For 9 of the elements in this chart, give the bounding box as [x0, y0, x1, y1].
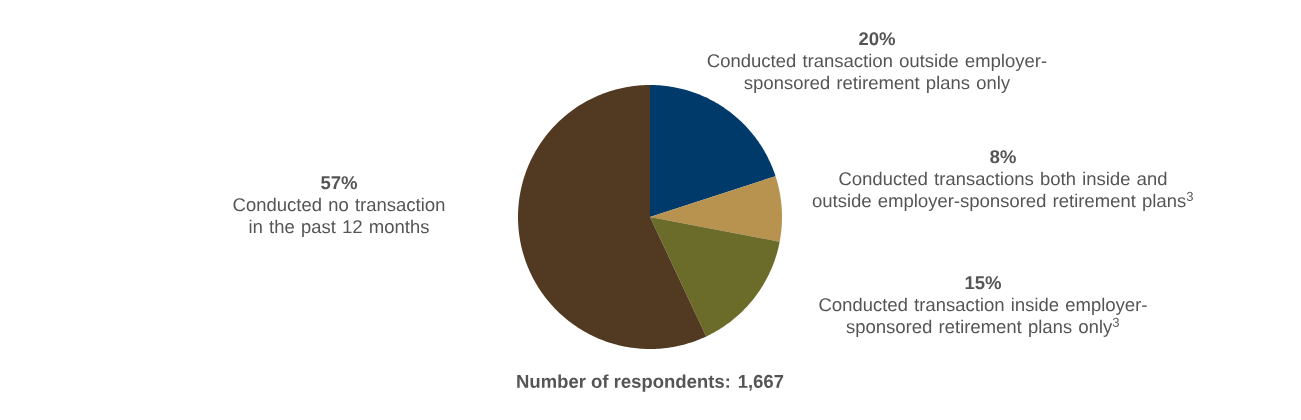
text: Number of respondents: 1,667 [517, 374, 784, 392]
data-label: 8% [990, 150, 1016, 164]
slice-label: Conducted transactions both inside and outside employer-sponsored retirement plans$^{3}$ [812, 171, 1193, 211]
slice-label: Conducted transaction outside employer-sponsored retirement plans only [707, 53, 1047, 93]
data-label: 20% [859, 32, 896, 46]
data-label: 57% [321, 176, 358, 190]
slice-label: Conducted no transaction in the past 12 months [233, 197, 445, 237]
slice-label: Conducted transaction inside employer-sponsored retirement plans only$^{3}$ [819, 297, 1147, 337]
data-label: 15% [965, 276, 1002, 290]
